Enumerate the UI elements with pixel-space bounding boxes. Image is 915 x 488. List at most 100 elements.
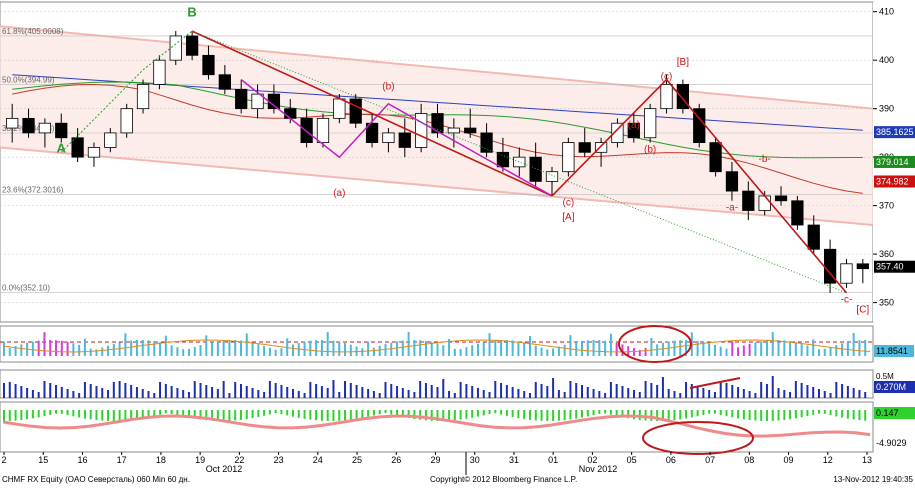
momentum-bar xyxy=(771,410,774,421)
momentum-bar xyxy=(430,410,433,421)
candle-body xyxy=(71,137,84,158)
oscillator-bar xyxy=(737,347,740,356)
oscillator-highlight-ellipse xyxy=(618,325,692,363)
momentum-bar xyxy=(713,410,716,414)
oscillator-bar xyxy=(667,341,670,356)
momentum-bar xyxy=(303,410,306,419)
volume-bar xyxy=(280,385,283,398)
momentum-line xyxy=(2,414,871,438)
volume-bar xyxy=(274,383,277,398)
candle-body xyxy=(349,98,362,124)
volume-bar xyxy=(581,385,583,398)
oscillator-bar xyxy=(239,340,242,356)
momentum-bar xyxy=(685,410,688,419)
volume-bar xyxy=(534,382,537,398)
volume-bar xyxy=(679,393,682,398)
candle-body xyxy=(758,195,771,211)
volume-bar xyxy=(297,391,300,398)
volume-bar xyxy=(800,383,803,398)
oscillator-bar xyxy=(43,332,46,356)
price-axis-label: 390 xyxy=(879,104,894,114)
momentum-bar xyxy=(344,410,347,421)
price-axis-label: 370 xyxy=(879,201,894,211)
oscillator-bar xyxy=(372,347,375,356)
oscillator-bar xyxy=(315,340,318,356)
momentum-bar xyxy=(592,410,595,416)
candle-body xyxy=(594,142,608,153)
wave-label: (a) xyxy=(628,120,640,131)
oscillator-bar xyxy=(771,332,774,356)
oscillator-bar xyxy=(713,344,716,356)
momentum-bar xyxy=(245,410,248,420)
oscillator-bar xyxy=(37,340,40,356)
volume-bar xyxy=(309,382,312,398)
candle-body xyxy=(627,122,640,139)
momentum-bar xyxy=(742,410,745,420)
volume-bar xyxy=(448,391,451,398)
momentum-bar xyxy=(141,410,144,419)
oscillator-bar xyxy=(72,343,75,356)
oscillator-bar xyxy=(413,340,416,356)
candle-body xyxy=(447,127,460,134)
oscillator-bar xyxy=(592,340,595,356)
volume-bar xyxy=(153,393,156,398)
momentum-bar xyxy=(517,410,520,419)
volume-bar xyxy=(159,382,162,398)
oscillator-bar xyxy=(268,347,271,356)
oscillator-bar xyxy=(696,340,699,356)
momentum-bar xyxy=(650,410,653,421)
volume-bar xyxy=(702,388,705,398)
momentum-bar xyxy=(731,410,734,418)
momentum-bar xyxy=(31,410,34,419)
volume-bar xyxy=(95,386,98,398)
momentum-bar xyxy=(78,410,81,418)
volume-bar xyxy=(586,387,589,398)
time-axis-label: 26 xyxy=(391,455,401,465)
momentum-bar xyxy=(130,410,133,420)
oscillator-bar xyxy=(621,344,624,356)
volume-bar xyxy=(396,386,399,398)
oscillator-bar xyxy=(442,345,445,356)
oscillator-bar xyxy=(153,341,156,356)
momentum-bar xyxy=(835,410,838,417)
momentum-bar xyxy=(748,410,751,421)
time-axis-label: 01 xyxy=(548,455,558,465)
time-axis-label: 22 xyxy=(234,455,244,465)
oscillator-bar xyxy=(823,348,826,356)
fib-level-label: 23.6%(372.3016) xyxy=(2,185,64,194)
momentum-bar xyxy=(72,410,75,417)
candle-body xyxy=(742,190,755,211)
momentum-bar xyxy=(511,410,514,418)
momentum-bar xyxy=(292,410,294,417)
volume-badge xyxy=(874,381,915,393)
wave-magenta xyxy=(240,79,553,197)
volume-bar xyxy=(476,388,479,398)
volume-bar xyxy=(390,384,393,398)
volume-bar xyxy=(696,386,699,398)
volume-bar xyxy=(124,383,127,398)
momentum-bar xyxy=(43,410,46,417)
footer-copyright: Copyright© 2012 Bloomberg Finance L.P. xyxy=(430,475,578,484)
momentum-bar xyxy=(280,410,283,415)
time-axis-label: 25 xyxy=(352,455,362,465)
candle-body xyxy=(709,142,722,173)
momentum-bar xyxy=(182,410,185,417)
volume-bar xyxy=(8,382,11,398)
wave-label: [B] xyxy=(677,57,689,68)
momentum-bar xyxy=(765,410,768,421)
time-axis-label: 09 xyxy=(784,455,794,465)
momentum-bar xyxy=(268,410,271,415)
volume-bar xyxy=(789,392,792,398)
momentum-bar xyxy=(737,410,740,419)
volume-bar xyxy=(812,387,815,398)
momentum-bar xyxy=(26,410,29,420)
volume-bar xyxy=(176,388,179,398)
volume-bar xyxy=(315,384,318,398)
oscillator-bar xyxy=(187,348,190,356)
oscillator-bar xyxy=(112,343,115,356)
oscillator-bar xyxy=(627,346,630,356)
volume-bar xyxy=(338,392,341,398)
oscillator-bar xyxy=(615,342,618,356)
volume-bar xyxy=(407,390,410,398)
volume-bar xyxy=(286,387,289,398)
